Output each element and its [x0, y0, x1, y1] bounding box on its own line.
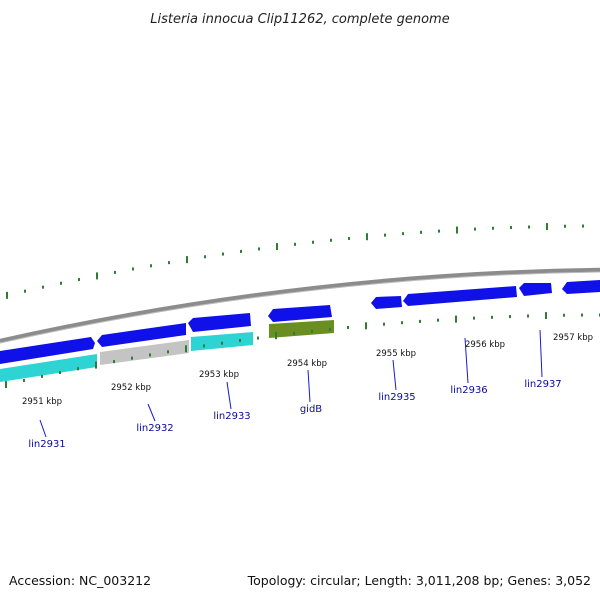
inner-tick-marks: [5, 312, 600, 389]
gene-lin2935-arrow: [371, 296, 402, 309]
gene-lin2931-arrow: [0, 337, 95, 364]
genome-backbone-highlight: [0, 271, 600, 344]
gene-label-leader: [226, 381, 232, 410]
gene-gidB-fwd-arrow: [268, 305, 332, 322]
gene-label-leader: [539, 329, 543, 378]
gene-label[interactable]: lin2933: [213, 411, 250, 422]
gene-label-leader: [39, 419, 47, 438]
scale-label: 2953 kbp: [199, 370, 239, 380]
feature-gidB: [269, 320, 334, 338]
genome-backbone: [0, 267, 600, 344]
gene-label[interactable]: lin2935: [378, 392, 415, 403]
gene-label-leader: [464, 337, 469, 384]
gene-label[interactable]: lin2931: [28, 439, 65, 450]
gene-next-arrow: [562, 280, 600, 294]
feature-cyan-1: [0, 354, 97, 382]
gene-lin2937-arrow: [519, 283, 552, 296]
feature-cyan-2: [191, 332, 253, 351]
scale-label: 2955 kbp: [376, 349, 416, 359]
gene-label-leader: [392, 359, 397, 391]
map-title: Listeria innocua Clip11262, complete gen…: [150, 12, 449, 27]
gene-label-leader: [307, 369, 311, 403]
gene-label[interactable]: lin2936: [450, 385, 487, 396]
gene-label[interactable]: lin2937: [524, 379, 561, 390]
scale-label: 2952 kbp: [111, 383, 151, 393]
scale-label: 2957 kbp: [553, 333, 593, 343]
scale-label: 2954 kbp: [287, 359, 327, 369]
outer-tick-marks: [6, 223, 584, 299]
gene-lin2932-arrow: [97, 323, 186, 347]
feature-gray: [100, 340, 189, 365]
gene-lin2936-arrow: [403, 286, 517, 306]
scale-label: 2951 kbp: [22, 397, 62, 407]
accession-text: Accession: NC_003212: [9, 573, 151, 588]
gene-label-leader: [147, 403, 156, 422]
gene-label[interactable]: gidB: [300, 404, 322, 415]
scale-label: 2956 kbp: [465, 340, 505, 350]
gene-label[interactable]: lin2932: [136, 423, 173, 434]
gene-lin2933-arrow: [188, 313, 251, 332]
topology-text: Topology: circular; Length: 3,011,208 bp…: [247, 573, 591, 588]
